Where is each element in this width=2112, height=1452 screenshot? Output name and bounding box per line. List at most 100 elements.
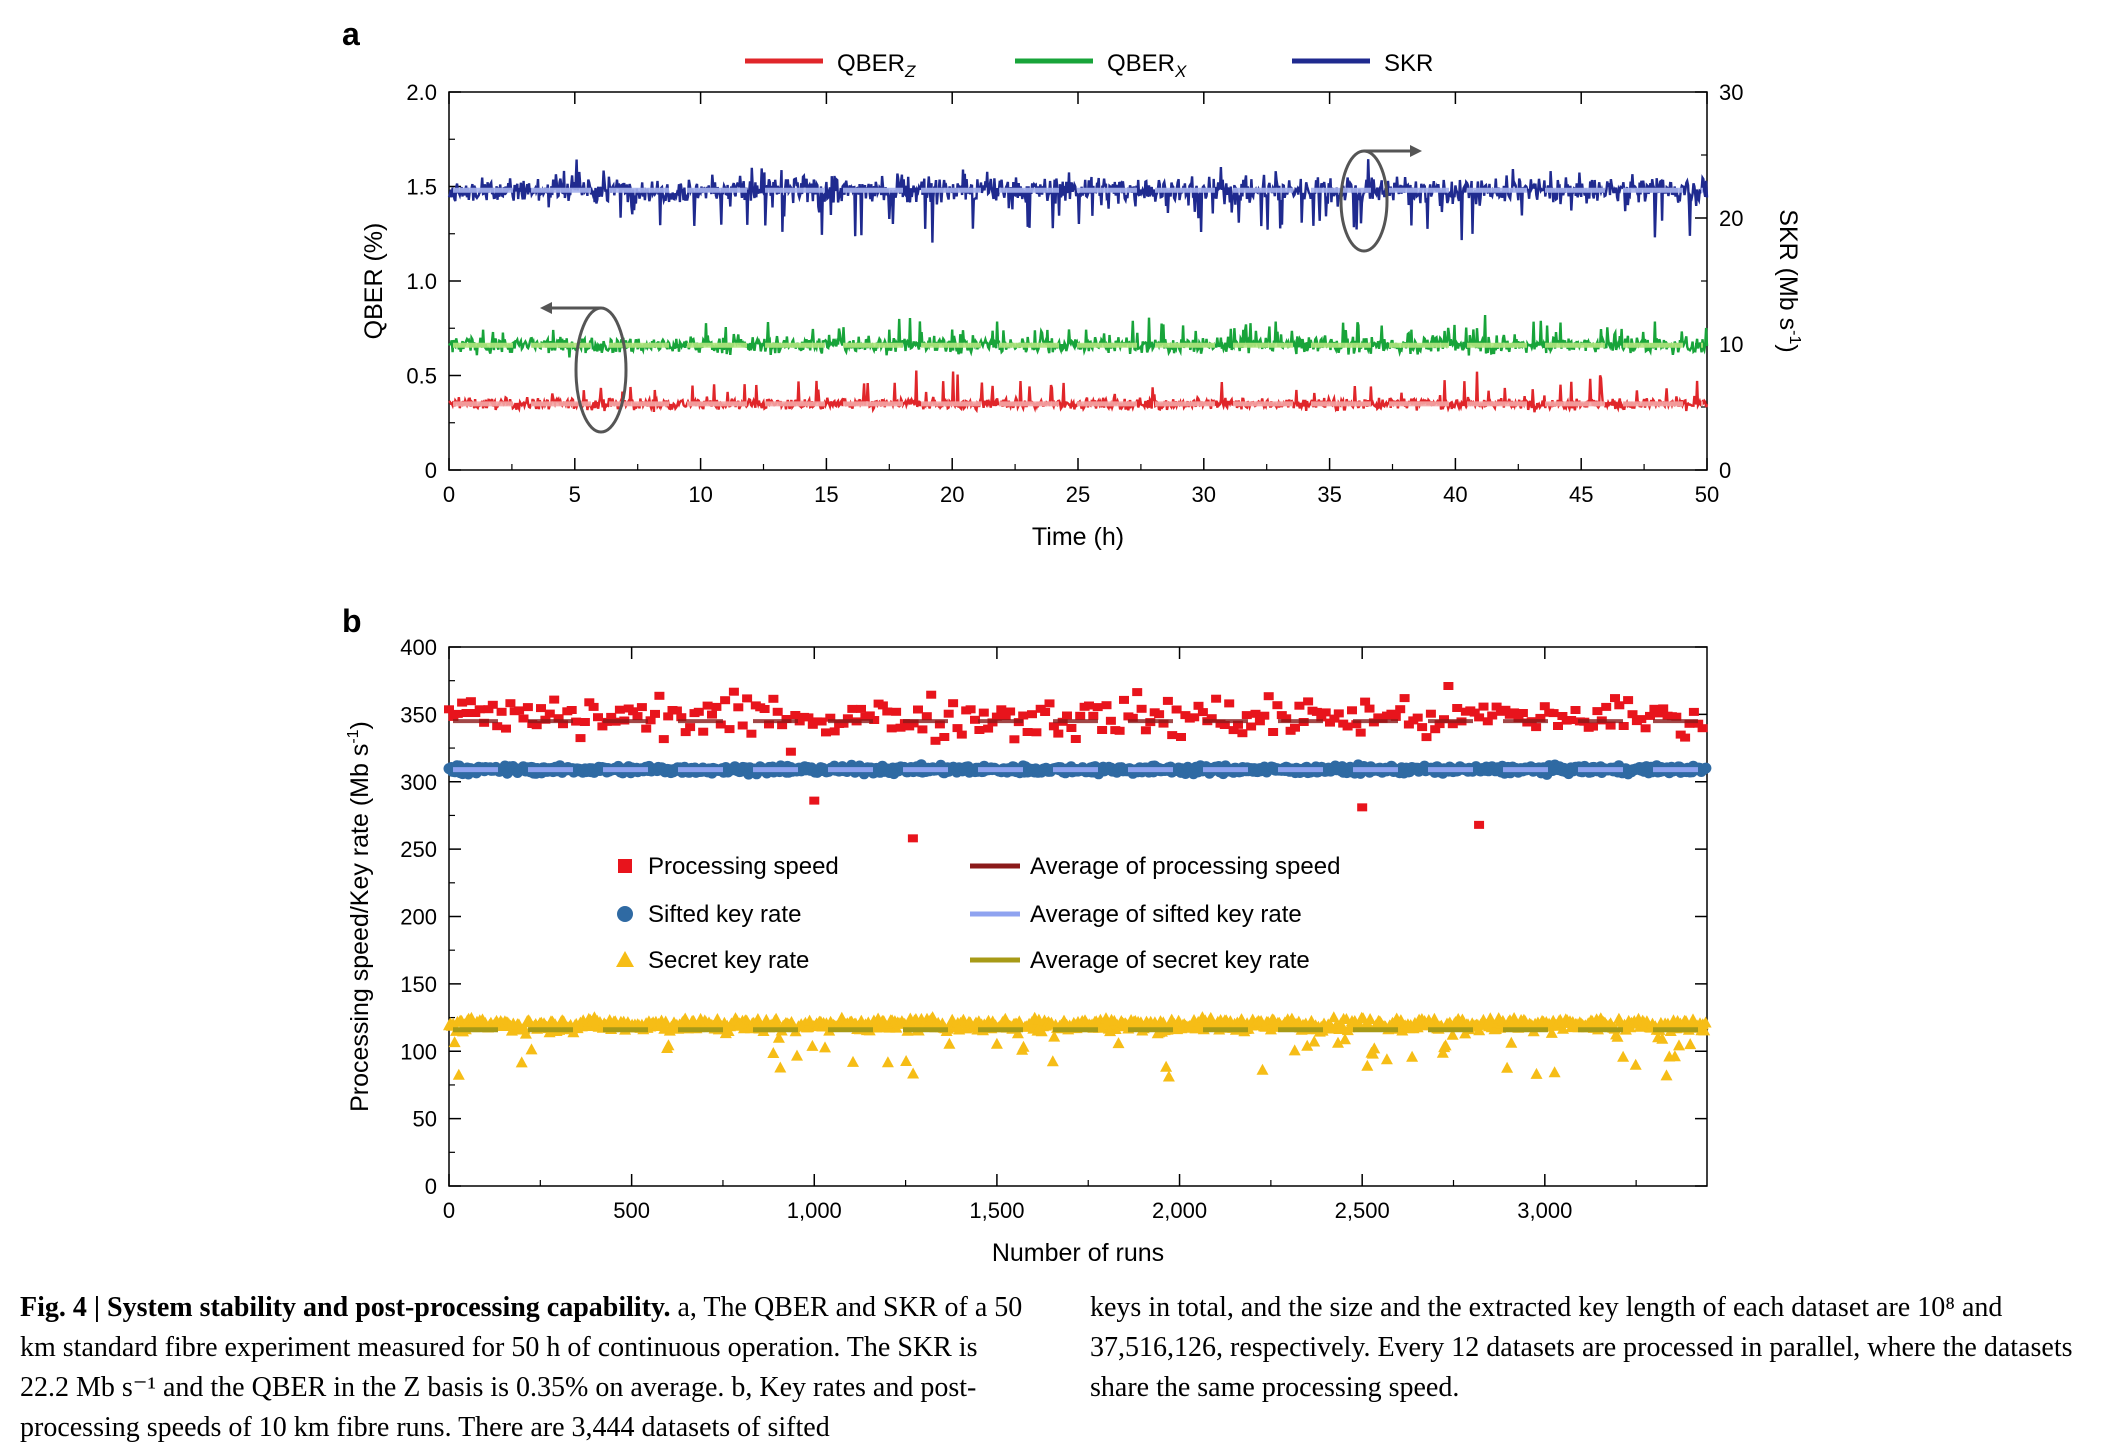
processing-speed-marker: [1478, 702, 1489, 711]
annotation-ellipse-right: [1339, 149, 1389, 253]
processing-speed-marker: [1447, 720, 1458, 729]
secret-key-rate-marker: [1446, 1028, 1459, 1040]
processing-speed-marker: [584, 698, 595, 707]
processing-speed-marker: [579, 718, 590, 726]
y-tick-label-a: 2.0: [406, 80, 437, 105]
processing-speed-marker: [501, 724, 511, 733]
y-tick-label-a: 1.5: [406, 175, 437, 200]
processing-speed-marker: [606, 712, 617, 721]
processing-speed-marker: [1482, 717, 1493, 726]
processing-speed-marker: [1092, 703, 1103, 712]
processing-speed-marker: [1474, 713, 1485, 722]
secret-key-rate-marker: [1501, 1061, 1514, 1073]
processing-speed-marker: [614, 705, 625, 714]
processing-speed-marker: [1627, 710, 1638, 719]
processing-speed-marker: [1254, 717, 1265, 726]
processing-speed-marker: [1219, 721, 1230, 729]
processing-speed-marker: [693, 707, 704, 716]
processing-speed-marker: [742, 694, 753, 703]
processing-speed-marker: [1154, 710, 1165, 719]
processing-speed-marker: [671, 706, 682, 715]
secret-key-rate-marker: [1157, 1016, 1170, 1028]
secret-key-rate-marker: [1656, 1032, 1669, 1044]
secret-key-rate-marker: [791, 1049, 803, 1061]
secret-key-rate-marker: [806, 1039, 819, 1051]
processing-speed-marker: [1250, 709, 1261, 718]
y-tick-label-b: 150: [400, 972, 437, 997]
legend-a-label: QBER: [837, 50, 905, 77]
processing-speed-marker: [1193, 701, 1204, 710]
processing-speed-marker: [1268, 728, 1279, 736]
processing-speed-marker: [1649, 704, 1660, 713]
series-line-skr: [447, 159, 1709, 243]
processing-speed-marker: [1364, 704, 1375, 713]
secret-key-rate-marker: [1339, 1033, 1351, 1045]
processing-speed-marker: [658, 735, 669, 744]
secret-key-rate-marker: [1629, 1058, 1642, 1070]
processing-speed-marker: [487, 700, 498, 709]
processing-speed-marker: [444, 705, 454, 714]
secret-key-rate-marker: [943, 1037, 956, 1049]
processing-speed-marker: [1189, 713, 1200, 722]
processing-speed-marker: [1294, 701, 1305, 710]
panel-b-chart: b 0 500 1,000 1,500 2,000 2,500 3,000 0 50 100 150 2…: [342, 603, 1712, 1267]
secret-key-rate-marker: [774, 1061, 787, 1073]
processing-speed-marker: [711, 702, 722, 711]
processing-speed-marker: [821, 728, 831, 737]
secret-key-rate-marker: [1235, 1013, 1248, 1025]
processing-speed-marker: [1281, 714, 1292, 723]
processing-speed-marker: [663, 712, 674, 721]
processing-speed-marker: [1360, 697, 1371, 706]
processing-speed-marker: [566, 706, 577, 714]
processing-speed-marker: [785, 747, 796, 756]
y-tick-label-b: 200: [400, 905, 437, 930]
processing-speed-marker: [1688, 707, 1699, 716]
y-tick-label-a: 1.0: [406, 269, 437, 294]
processing-speed-marker: [715, 720, 726, 729]
x-tick-label-b: 1,000: [787, 1198, 842, 1223]
processing-speed-marker: [536, 704, 546, 713]
secret-key-rate-marker: [1406, 1050, 1419, 1062]
processing-speed-marker: [1272, 701, 1283, 710]
x-tick-label-b: 0: [443, 1198, 455, 1223]
processing-speed-marker: [1303, 697, 1314, 706]
annotation-arrowhead-left: [540, 302, 552, 314]
processing-speed-marker: [759, 705, 770, 713]
processing-speed-marker: [1417, 723, 1428, 732]
y-tick-label-b: 100: [400, 1039, 437, 1064]
x-tick-label-b: 1,500: [969, 1198, 1024, 1223]
legend-b-label: Secret key rate: [648, 947, 809, 974]
processing-speed-marker: [1211, 694, 1222, 703]
processing-speed-marker: [1412, 713, 1423, 722]
processing-speed-marker: [1680, 733, 1691, 742]
processing-speed-marker: [768, 694, 779, 703]
x-axis-label-a: Time (h): [1032, 523, 1124, 551]
processing-speed-marker: [1610, 694, 1620, 703]
annotation-ellipse-left: [574, 306, 628, 434]
processing-speed-marker: [978, 708, 989, 717]
processing-speed-marker: [1601, 702, 1612, 711]
secret-key-rate-marker: [1684, 1038, 1697, 1050]
x-tick-label-a: 25: [1066, 482, 1090, 507]
processing-speed-marker: [1351, 720, 1362, 729]
processing-speed-marker: [908, 719, 919, 728]
processing-speed-marker: [1290, 723, 1300, 732]
processing-speed-marker: [882, 707, 893, 716]
processing-speed-marker: [842, 714, 853, 723]
processing-speed-marker: [702, 701, 713, 710]
processing-speed-marker: [1645, 711, 1655, 720]
secret-key-rate-marker: [1332, 1036, 1344, 1048]
secret-key-rate-points: [443, 1011, 1712, 1082]
processing-speed-marker: [1070, 735, 1081, 743]
processing-speed-marker: [917, 725, 928, 734]
processing-speed-marker: [1342, 722, 1353, 731]
secret-key-rate-marker: [1428, 1012, 1441, 1024]
processing-speed-marker: [809, 796, 820, 805]
processing-speed-marker: [1018, 711, 1029, 720]
processing-speed-marker: [974, 726, 985, 734]
processing-speed-marker: [641, 724, 652, 733]
processing-speed-marker: [1167, 731, 1178, 740]
secret-key-rate-marker: [1046, 1055, 1059, 1067]
processing-speed-marker: [1487, 711, 1498, 720]
processing-speed-marker: [1395, 705, 1406, 714]
